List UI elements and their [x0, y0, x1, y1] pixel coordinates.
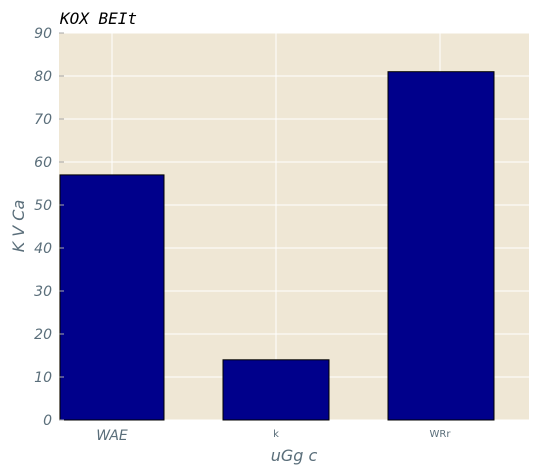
bar-k: [222, 359, 330, 421]
x-axis-label: uGg c: [271, 446, 318, 465]
y-tick-label: 30: [34, 284, 52, 300]
y-tick-label: 40: [34, 241, 52, 257]
y-tick-label: 20: [34, 327, 52, 343]
x-tick-label: k: [273, 429, 279, 440]
y-tick-label: 0: [43, 413, 52, 429]
y-tick-label: 10: [34, 370, 52, 386]
y-axis-label: K V Ca: [9, 200, 28, 253]
y-tick-label: 50: [34, 198, 52, 214]
x-tick-label: WAE: [96, 428, 128, 444]
y-tick-label: 80: [34, 69, 52, 85]
y-tick-label: 60: [34, 155, 52, 171]
bar-wae: [59, 174, 165, 421]
bar-wrr: [387, 71, 495, 421]
y-tick-label: 70: [34, 112, 52, 128]
bars: [59, 71, 495, 421]
y-tick-label: 90: [34, 26, 52, 42]
y-tick-labels: 0 10 20 30 40 50 60 70 80 90: [34, 26, 64, 429]
x-tick-label: WRr: [430, 429, 452, 440]
x-tick-labels: WAE k WRr: [96, 428, 451, 444]
chart-title: KOX BEIt: [59, 9, 137, 28]
